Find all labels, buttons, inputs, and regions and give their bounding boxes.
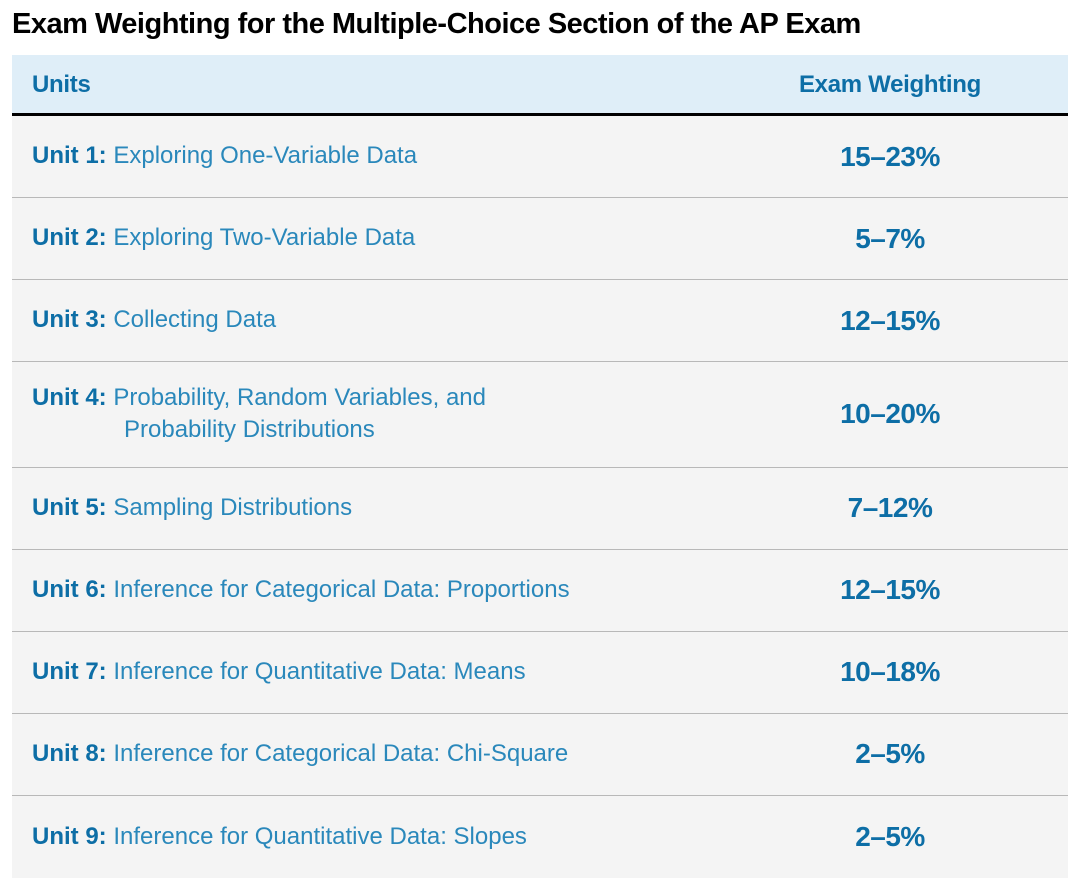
header-units: Units — [32, 71, 732, 99]
unit-cell: Unit 9: Inference for Quantitative Data:… — [32, 821, 732, 853]
table-row: Unit 6: Inference for Categorical Data: … — [12, 550, 1068, 632]
unit-cell: Unit 5: Sampling Distributions — [32, 492, 732, 524]
unit-label: Unit 8: — [32, 740, 107, 767]
unit-cell: Unit 1: Exploring One-Variable Data — [32, 140, 732, 172]
unit-cell: Unit 3: Collecting Data — [32, 304, 732, 336]
unit-label: Unit 2: — [32, 224, 107, 251]
unit-label: Unit 1: — [32, 142, 107, 169]
unit-label: Unit 6: — [32, 576, 107, 603]
table-row: Unit 2: Exploring Two-Variable Data 5–7% — [12, 198, 1068, 280]
weighting-table: Units Exam Weighting Unit 1: Exploring O… — [12, 55, 1068, 878]
unit-cell: Unit 7: Inference for Quantitative Data:… — [32, 656, 732, 688]
unit-label: Unit 7: — [32, 658, 107, 685]
unit-label: Unit 5: — [32, 494, 107, 521]
unit-cell: Unit 6: Inference for Categorical Data: … — [32, 574, 732, 606]
weight-cell: 10–20% — [732, 398, 1048, 430]
unit-topic: Inference for Quantitative Data: Means — [113, 658, 525, 685]
unit-topic-cont: Probability Distributions — [32, 414, 712, 446]
header-weighting: Exam Weighting — [732, 71, 1048, 99]
unit-topic: Collecting Data — [113, 306, 276, 333]
table-row: Unit 9: Inference for Quantitative Data:… — [12, 796, 1068, 878]
weight-cell: 5–7% — [732, 223, 1048, 255]
unit-topic: Probability, Random Variables, and — [113, 384, 486, 411]
table-row: Unit 4: Probability, Random Variables, a… — [12, 362, 1068, 468]
table-row: Unit 1: Exploring One-Variable Data 15–2… — [12, 116, 1068, 198]
unit-topic: Exploring One-Variable Data — [113, 142, 417, 169]
weight-cell: 2–5% — [732, 821, 1048, 853]
weight-cell: 12–15% — [732, 305, 1048, 337]
weight-cell: 2–5% — [732, 738, 1048, 770]
table-row: Unit 5: Sampling Distributions 7–12% — [12, 468, 1068, 550]
table-header-row: Units Exam Weighting — [12, 55, 1068, 116]
unit-label: Unit 3: — [32, 306, 107, 333]
unit-topic: Sampling Distributions — [113, 494, 352, 521]
weight-cell: 12–15% — [732, 574, 1048, 606]
page-title: Exam Weighting for the Multiple-Choice S… — [12, 8, 1068, 41]
unit-cell: Unit 2: Exploring Two-Variable Data — [32, 222, 732, 254]
unit-topic: Exploring Two-Variable Data — [113, 224, 415, 251]
unit-topic: Inference for Categorical Data: Chi-Squa… — [113, 740, 568, 767]
unit-label: Unit 4: — [32, 384, 107, 411]
weight-cell: 7–12% — [732, 492, 1048, 524]
weight-cell: 10–18% — [732, 656, 1048, 688]
table-row: Unit 3: Collecting Data 12–15% — [12, 280, 1068, 362]
weight-cell: 15–23% — [732, 141, 1048, 173]
unit-topic: Inference for Categorical Data: Proporti… — [113, 576, 569, 603]
table-row: Unit 8: Inference for Categorical Data: … — [12, 714, 1068, 796]
unit-cell: Unit 4: Probability, Random Variables, a… — [32, 382, 732, 447]
table-row: Unit 7: Inference for Quantitative Data:… — [12, 632, 1068, 714]
unit-cell: Unit 8: Inference for Categorical Data: … — [32, 738, 732, 770]
